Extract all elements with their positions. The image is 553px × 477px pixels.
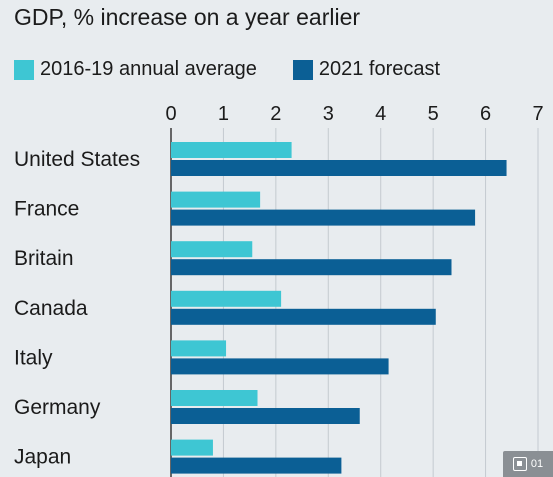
category-label: Italy (14, 346, 53, 369)
bar-forecast (171, 457, 342, 474)
x-tick-label: 7 (532, 103, 543, 125)
x-tick-label: 1 (218, 103, 229, 125)
bar-forecast (171, 358, 389, 375)
x-tick-label: 0 (165, 103, 176, 125)
bar-forecast (171, 209, 476, 226)
category-label: France (14, 198, 79, 221)
category-label: United States (14, 148, 140, 171)
chart-title: GDP, % increase on a year earlier (14, 4, 361, 30)
category-label: Japan (14, 446, 71, 469)
bar-average (171, 340, 227, 357)
bar-average (171, 191, 261, 208)
gallery-badge-label: 01 (530, 458, 544, 470)
legend-item-series-2: 2021 forecast (292, 58, 441, 81)
bar-average (171, 439, 213, 456)
bar-average (171, 142, 292, 158)
x-tick-label: 6 (480, 103, 491, 125)
bar-forecast (171, 259, 452, 276)
legend-swatch-series-1 (14, 59, 34, 80)
chart-legend: 2016-19 annual average 2021 forecast (14, 58, 476, 81)
gallery-badge[interactable]: 01 (503, 451, 553, 477)
image-gallery-icon (512, 457, 527, 471)
x-tick-label: 4 (375, 103, 386, 125)
x-tick-label: 3 (323, 103, 334, 125)
bar-average (171, 290, 282, 307)
legend-item-series-1: 2016-19 annual average (14, 58, 257, 81)
x-tick-label: 5 (428, 103, 439, 125)
x-tick-label: 2 (270, 103, 281, 125)
legend-label-series-2: 2021 forecast (318, 58, 441, 80)
bar-average (171, 241, 253, 258)
bar-forecast (171, 160, 507, 176)
bar-average (171, 390, 258, 406)
legend-swatch-series-2 (292, 59, 313, 80)
category-label: Germany (14, 396, 101, 419)
category-label: Canada (14, 297, 88, 320)
bar-forecast (171, 308, 436, 325)
bar-forecast (171, 408, 360, 424)
legend-label-series-1: 2016-19 annual average (40, 58, 257, 80)
category-label: Britain (14, 247, 74, 270)
